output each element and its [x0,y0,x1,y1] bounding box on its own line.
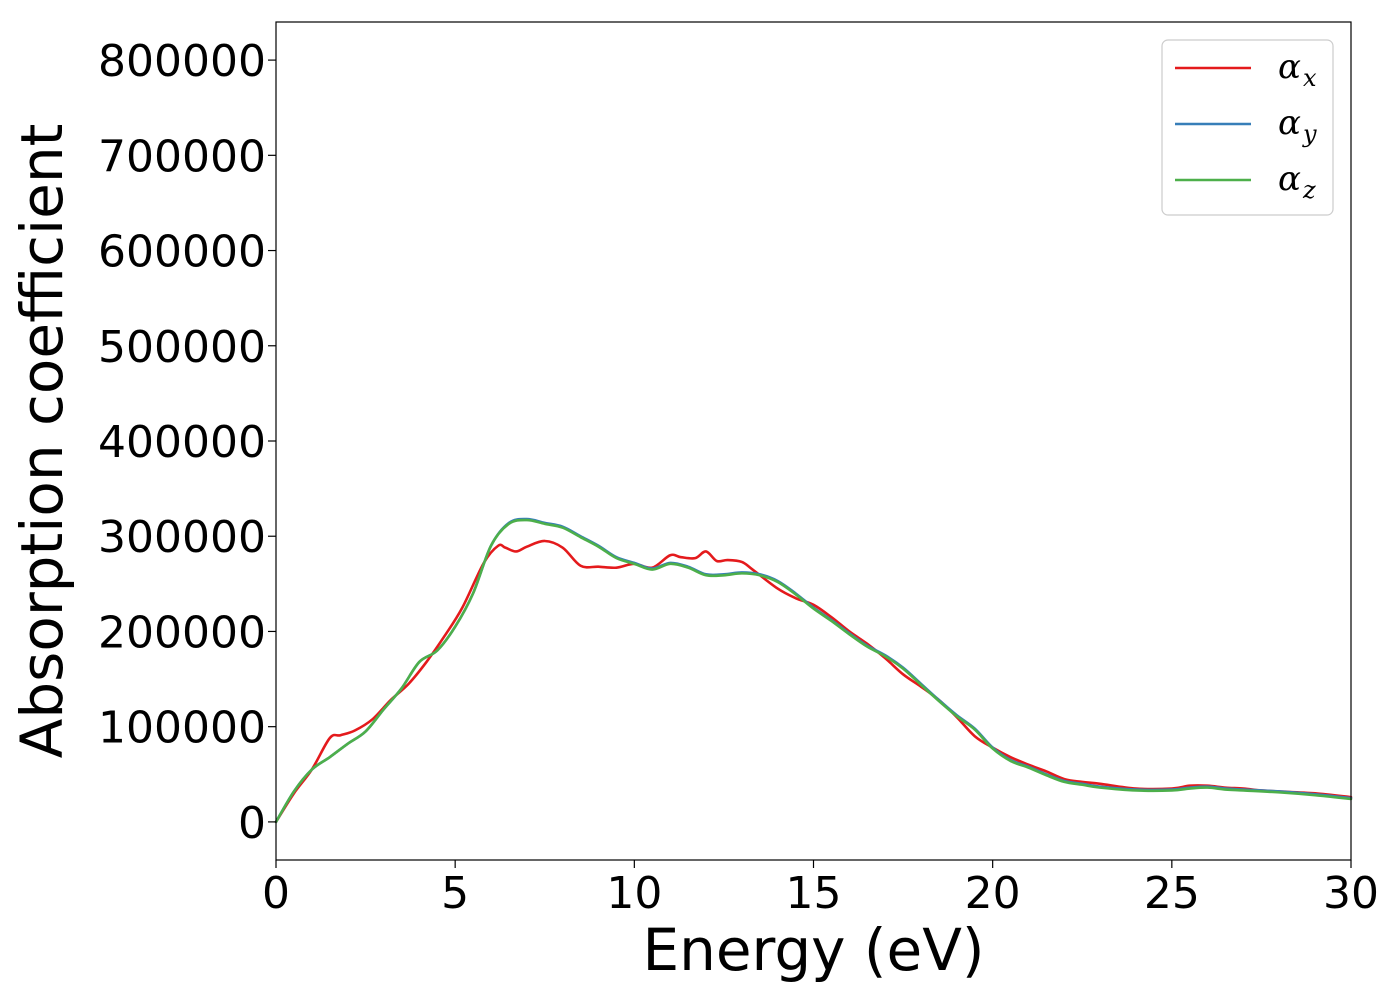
y-tick-label: 300000 [98,512,266,563]
x-tick-label: 20 [965,868,1021,919]
series-line-x [274,539,1353,824]
x-tick-label: 10 [606,868,662,919]
x-axis-title: Energy (eV) [642,916,984,984]
y-tick-label: 800000 [98,36,266,87]
y-tick-label: 600000 [98,227,266,278]
y-axis: 0 100000 200000 300000 400000 500000 600000 700… [98,36,276,849]
y-tick-label: 500000 [98,322,266,373]
x-tick-label: 0 [262,868,290,919]
x-tick-label: 25 [1144,868,1200,919]
legend-box [1161,39,1334,216]
legend-subscript: y [1302,120,1317,148]
x-axis: 0 5 10 15 20 25 30 [262,860,1379,919]
x-tick-label: 30 [1323,868,1379,919]
legend-subscript: x [1303,64,1317,92]
y-tick-label: 200000 [98,607,266,658]
y-tick-label: 100000 [98,703,266,754]
x-tick-label: 15 [786,868,842,919]
legend-subscript: z [1302,176,1316,204]
series-line-z [274,518,1353,824]
y-tick-label: 400000 [98,417,266,468]
y-tick-label: 700000 [98,131,266,182]
series-layer [274,517,1353,824]
x-tick-label: 5 [441,868,469,919]
y-tick-label: 0 [238,798,266,849]
y-axis-title: Absorption coefficient [8,124,76,759]
